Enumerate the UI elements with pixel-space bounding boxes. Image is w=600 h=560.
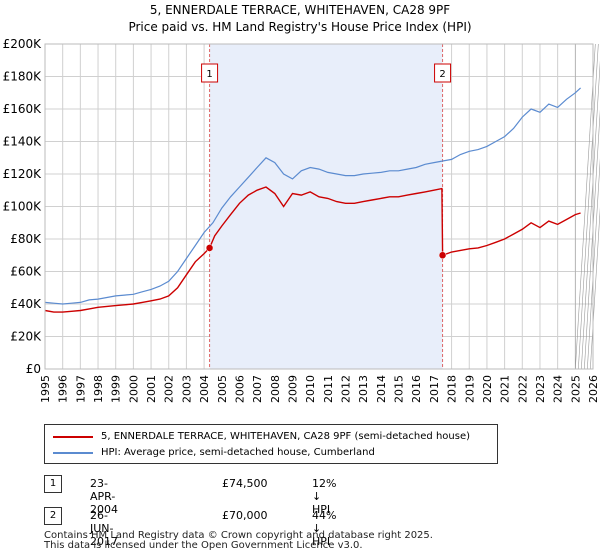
x-tick-label: 1996 <box>57 375 70 403</box>
x-tick-label: 1999 <box>110 375 123 403</box>
x-tick-label: 2021 <box>499 375 512 403</box>
x-tick-label: 2011 <box>322 375 335 403</box>
x-tick-label: 2016 <box>410 375 423 403</box>
x-tick-label: 2006 <box>234 375 247 403</box>
y-tick-label: £20K <box>10 330 42 344</box>
y-tick-label: £100K <box>3 200 43 214</box>
hatch-line <box>584 109 600 370</box>
x-tick-label: 2014 <box>375 375 388 403</box>
y-tick-label: £120K <box>3 167 43 181</box>
chart-title: 5, ENNERDALE TERRACE, WHITEHAVEN, CA28 9… <box>150 3 450 17</box>
x-tick-label: 2003 <box>180 375 193 403</box>
chart-subtitle: Price paid vs. HM Land Registry's House … <box>128 20 471 34</box>
x-tick-label: 2004 <box>198 375 211 403</box>
x-tick-label: 2017 <box>428 375 441 403</box>
ownership-period-shade <box>209 44 443 369</box>
transaction-price: £70,000 <box>222 509 268 522</box>
y-tick-label: £160K <box>3 102 43 116</box>
x-tick-label: 2018 <box>446 375 459 403</box>
y-tick-label: £140K <box>3 135 43 149</box>
transaction-price: £74,500 <box>222 477 268 490</box>
x-tick-label: 2023 <box>534 375 547 403</box>
x-tick-label: 2001 <box>145 375 158 403</box>
transaction-number-badge: 2 <box>44 507 62 525</box>
legend-swatch-hpi <box>53 452 93 454</box>
x-tick-label: 2019 <box>463 375 476 403</box>
x-tick-label: 2005 <box>216 375 229 403</box>
y-axis-ticks: £0 £20K £40K £60K £80K £100K £120K £140K £160K £1… <box>3 37 43 376</box>
hatch-line <box>575 43 596 370</box>
x-tick-label: 2010 <box>304 375 317 403</box>
x-tick-label: 2015 <box>393 375 406 403</box>
x-tick-label: 2025 <box>569 375 582 403</box>
transaction-hpi-diff: 44% ↓ HPI <box>312 509 337 548</box>
x-tick-label: 2000 <box>127 375 140 403</box>
sale-label-box <box>201 63 219 83</box>
y-tick-label: £40K <box>10 297 42 311</box>
hatch-line <box>590 206 600 370</box>
x-tick-label: 2009 <box>287 375 300 403</box>
x-tick-label: 2024 <box>552 375 565 403</box>
x-tick-label: 1995 <box>39 375 52 403</box>
x-tick-label: 2012 <box>340 375 353 403</box>
y-tick-label: £200K <box>3 37 43 51</box>
transaction-date: 23-APR-2004 <box>90 477 118 516</box>
y-tick-label: £180K <box>3 70 43 84</box>
x-tick-label: 1998 <box>92 375 105 403</box>
x-tick-label: 2020 <box>481 375 494 403</box>
x-tick-label: 2022 <box>516 375 529 403</box>
x-tick-label: 1997 <box>74 375 87 403</box>
hatch-line <box>578 43 599 370</box>
x-tick-label: 2007 <box>251 375 264 403</box>
y-tick-label: £60K <box>10 265 42 279</box>
hatch-line <box>587 158 600 370</box>
legend-swatch-property <box>53 436 93 438</box>
plot-border <box>44 43 594 370</box>
sale-markers <box>205 244 447 259</box>
sale-point <box>205 244 214 252</box>
x-axis-ticks: 1995 1996 1997 1998 1999 2000 2001 2002 2003 2004… <box>39 375 600 403</box>
transaction-number-badge: 1 <box>44 475 62 493</box>
hpi-line <box>44 87 582 305</box>
legend-label-property: 5, ENNERDALE TERRACE, WHITEHAVEN, CA28 9… <box>101 431 471 442</box>
x-tick-label: 2002 <box>163 375 176 403</box>
x-tick-label: 2013 <box>357 375 370 403</box>
footer-licence: This data is licensed under the Open Gov… <box>44 540 363 551</box>
y-tick-label: £80K <box>10 232 42 246</box>
sale-label: 1 <box>206 69 212 80</box>
footer-copyright: Contains HM Land Registry data © Crown c… <box>44 530 433 541</box>
transaction-date: 26-JUN-2017 <box>90 509 118 548</box>
sale-label-box <box>434 63 452 83</box>
footer: Contains HM Land Registry data © Crown c… <box>44 531 433 551</box>
legend-label-hpi: HPI: Average price, semi-detached house,… <box>101 447 375 458</box>
property-price-line <box>44 186 581 313</box>
forecast-hatch <box>575 43 600 370</box>
shaded-region <box>209 44 443 369</box>
sale-label: 2 <box>439 69 445 80</box>
hatch-line <box>581 60 600 370</box>
y-tick-label: £0 <box>26 362 41 376</box>
transaction-hpi-diff: 12% ↓ HPI <box>312 477 337 516</box>
plot-frame <box>44 43 594 370</box>
x-tick-label: 2008 <box>269 375 282 403</box>
sale-point <box>438 251 447 259</box>
x-tick-label: 2026 <box>587 375 600 403</box>
legend: 5, ENNERDALE TERRACE, WHITEHAVEN, CA28 9… <box>44 424 498 464</box>
price-chart: 5, ENNERDALE TERRACE, WHITEHAVEN, CA28 9… <box>3 3 600 403</box>
series-lines <box>44 87 582 313</box>
